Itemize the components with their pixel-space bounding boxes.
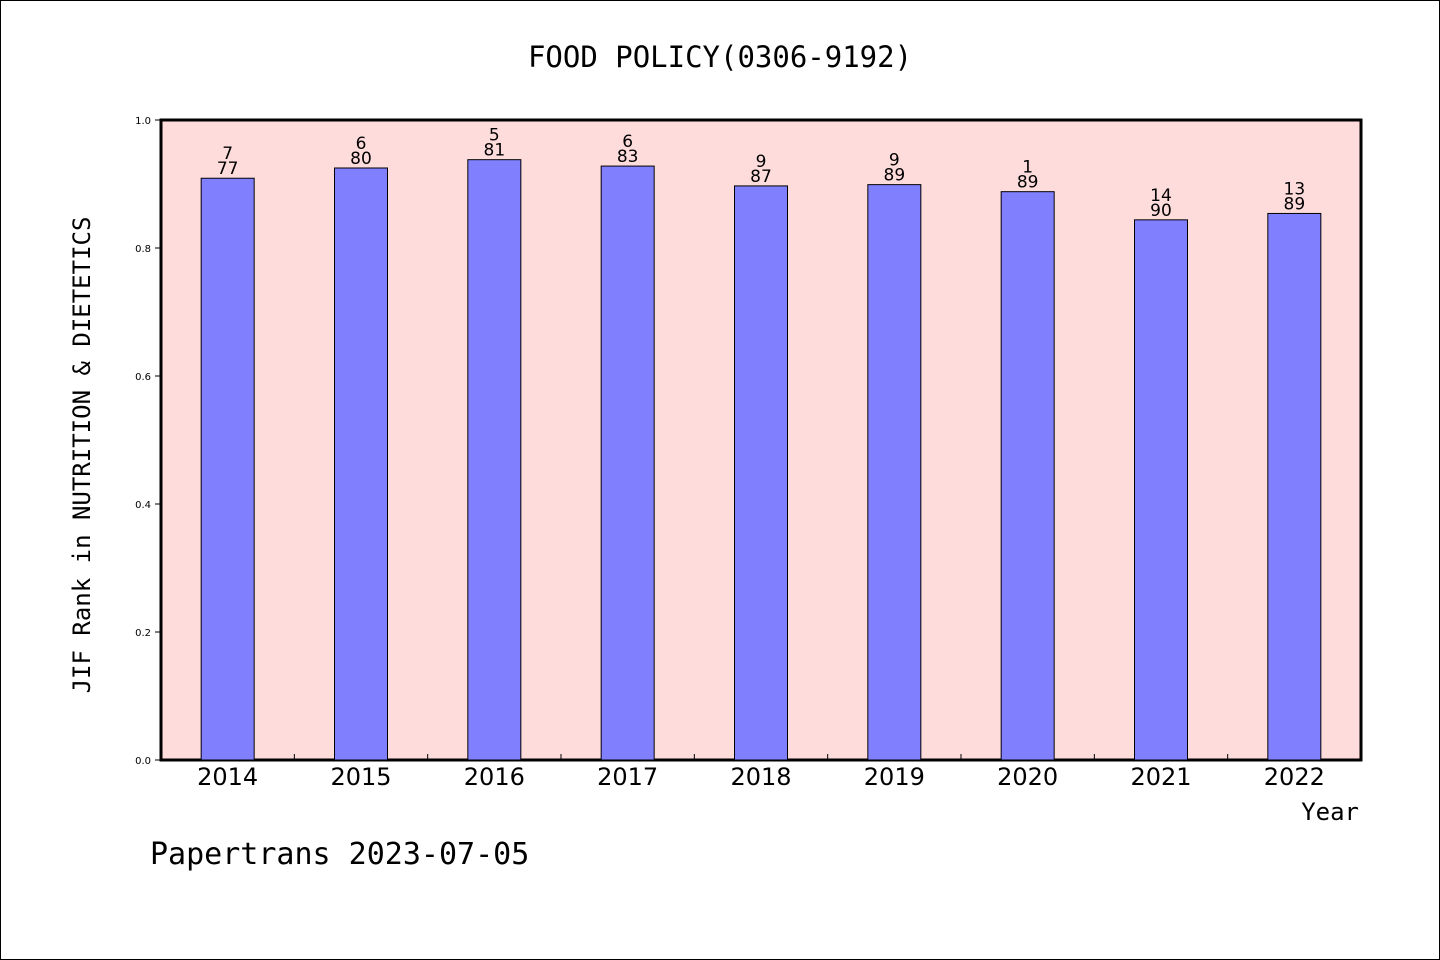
- x-tick-label: 2021: [1130, 763, 1191, 791]
- footer-credit: Papertrans 2023-07-05: [150, 837, 529, 872]
- bar-total-label: 80: [350, 149, 372, 169]
- bar-total-label: 90: [1150, 201, 1172, 221]
- x-tick-label: 2014: [197, 763, 258, 791]
- y-axis-label: JIF Rank in NUTRITION & DIETETICS: [68, 217, 96, 694]
- x-tick-label: 2018: [730, 763, 791, 791]
- bar-2015: [334, 167, 388, 761]
- bar-total-label: 83: [617, 147, 639, 167]
- x-tick-label: 2017: [597, 763, 658, 791]
- x-axis: 2014 2015 2016 2017 2018 2019 2020 2021 2022: [197, 754, 1325, 791]
- y-tick-label: 0.6: [135, 372, 151, 383]
- bar-total-label: 87: [750, 167, 772, 187]
- bar-rank-label: 14: [1150, 186, 1172, 206]
- y-tick-label: 0.2: [135, 628, 151, 639]
- y-tick-label: 1.0: [135, 116, 151, 127]
- bar-rank-label: 5: [489, 126, 500, 146]
- x-axis-label: Year: [1301, 798, 1359, 826]
- y-tick-label: 0.0: [135, 756, 151, 767]
- bar-2019: [867, 184, 922, 761]
- y-tick-label: 0.8: [135, 244, 151, 255]
- bar-total-label: 89: [1284, 194, 1306, 214]
- bar-rank-label: 7: [222, 144, 233, 164]
- bar-total-label: 89: [884, 166, 906, 186]
- bar-rank-label: 1: [1022, 158, 1033, 178]
- x-tick-label: 2016: [464, 763, 525, 791]
- x-tick-label: 2019: [864, 763, 925, 791]
- bar-rank-label: 9: [889, 151, 900, 171]
- bar-2022: [1267, 212, 1322, 761]
- bar-2017: [600, 165, 655, 761]
- bar-2016: [467, 159, 522, 761]
- bar-2020: [1000, 191, 1055, 761]
- bar-2021: [1134, 219, 1188, 761]
- bar-rank-label: 13: [1284, 179, 1306, 199]
- bar-total-label: 81: [484, 141, 506, 161]
- x-tick-label: 2022: [1264, 763, 1325, 791]
- y-tick-label: 0.4: [135, 500, 151, 511]
- x-tick-label: 2015: [330, 763, 391, 791]
- bars-group: [200, 159, 1322, 761]
- chart-title: FOOD POLICY(0306-9192): [528, 40, 912, 74]
- x-tick-label: 2020: [997, 763, 1058, 791]
- y-axis: 0.0 0.2 0.4 0.6 0.8 1.0: [135, 116, 161, 767]
- bar-total-label: 77: [217, 159, 239, 179]
- bar-rank-label: 9: [756, 152, 767, 172]
- bar-total-label: 89: [1017, 173, 1039, 193]
- bar-2018: [734, 185, 788, 761]
- bar-2014: [200, 177, 255, 761]
- bar-rank-label: 6: [356, 134, 367, 154]
- bar-rank-label: 6: [622, 132, 633, 152]
